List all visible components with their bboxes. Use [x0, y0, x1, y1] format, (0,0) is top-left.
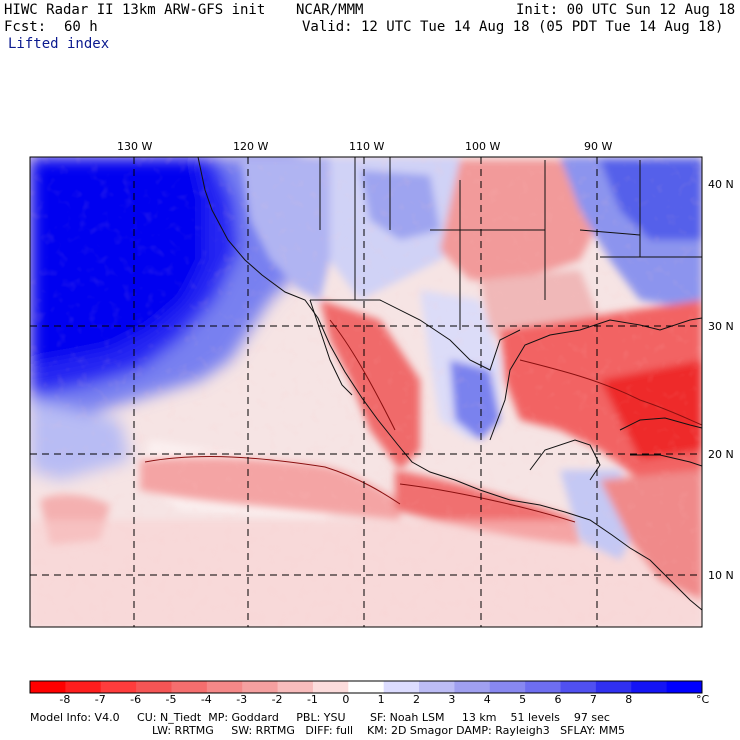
- lon-label: 100 W: [465, 140, 501, 153]
- colorbar-tick-label: -5: [165, 693, 177, 706]
- field-name: Lifted index: [8, 36, 110, 52]
- colorbar-swatch: [136, 681, 172, 693]
- colorbar-swatch: [525, 681, 562, 693]
- colorbar-unit: °C: [696, 693, 710, 706]
- lon-label: 120 W: [233, 140, 269, 153]
- lat-lon-grid: [30, 157, 702, 627]
- colorbar-swatch: [383, 681, 420, 693]
- lon-label: 110 W: [349, 140, 385, 153]
- forecast-label: Fcst:: [4, 19, 47, 35]
- colorbar-tick-label: 1: [377, 693, 385, 706]
- model-info-line1: Model Info: V4.0 CU: N_Tiedt MP: Goddard…: [30, 711, 610, 724]
- colorbar-swatch: [631, 681, 668, 693]
- colorbar-swatch: [65, 681, 102, 693]
- lon-label: 90 W: [584, 140, 613, 153]
- model-title: HIWC Radar II 13km ARW-GFS init: [4, 2, 266, 18]
- colorbar-tick-label: -2: [271, 693, 283, 706]
- colorbar-swatch: [312, 681, 349, 693]
- colorbar-swatch: [277, 681, 314, 693]
- colorbar-tick-label: -8: [59, 693, 71, 706]
- colorbar-swatch: [454, 681, 491, 693]
- valid-time: Valid: 12 UTC Tue 14 Aug 18 (05 PDT Tue …: [302, 19, 724, 35]
- lon-label: 130 W: [117, 140, 153, 153]
- colorbar-tick-label: -1: [306, 693, 318, 706]
- contours: [144, 319, 702, 523]
- colorbar-swatch: [30, 681, 66, 693]
- colorbar-tick-label: 3: [448, 693, 456, 706]
- colorbar-swatch: [242, 681, 279, 693]
- model-info-line2: LW: RRTMG SW: RRTMG DIFF: full KM: 2D Sm…: [152, 724, 625, 737]
- colorbar-tick-label: -6: [130, 693, 142, 706]
- colorbar-frame: [29, 680, 703, 694]
- colorbar-tick-label: 8: [625, 693, 633, 706]
- map-frame: [29, 156, 703, 628]
- colorbar-tick-label: -7: [94, 693, 106, 706]
- colorbar-tick-label: -4: [200, 693, 212, 706]
- forecast-hour: 60 h: [64, 19, 98, 35]
- colorbar-swatch: [419, 681, 455, 693]
- init-time: Init: 00 UTC Sun 12 Aug 18: [516, 2, 736, 18]
- colorbar-tick-label: 7: [589, 693, 597, 706]
- colorbar-swatch: [100, 681, 137, 693]
- colorbar-swatch: [171, 681, 208, 693]
- colorbar-swatch: [666, 681, 703, 693]
- org-label: NCAR/MMM: [296, 2, 364, 18]
- lat-label: 40 N: [708, 178, 734, 191]
- colorbar-tick-label: 2: [413, 693, 421, 706]
- colorbar-swatch: [348, 681, 385, 693]
- colorbar-swatch: [595, 681, 632, 693]
- colorbar-swatch: [560, 681, 597, 693]
- colorbar-tick-label: 4: [483, 693, 491, 706]
- lat-label: 20 N: [708, 448, 734, 461]
- colorbar-tick-label: 6: [554, 693, 562, 706]
- colorbar-swatch: [489, 681, 526, 693]
- colorbar-tick-label: 5: [519, 693, 527, 706]
- colorbar-swatch: [206, 681, 243, 693]
- lat-label: 30 N: [708, 320, 734, 333]
- colorbar-tick-label: -3: [236, 693, 248, 706]
- colorbar-tick-label: 0: [342, 693, 350, 706]
- lat-label: 10 N: [708, 569, 734, 582]
